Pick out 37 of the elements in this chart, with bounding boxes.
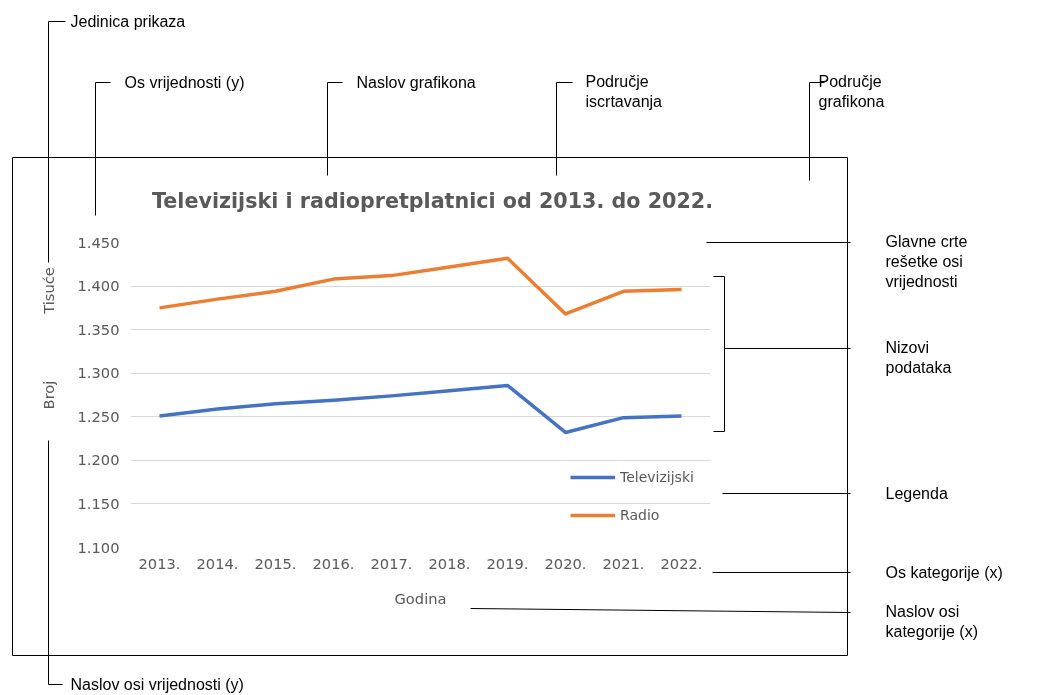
text: Naslov osi kategorije (x) (885, 602, 978, 640)
text: Naslov osi vrijednosti (y) (70, 676, 244, 693)
x-tick-label: 2016. (312, 554, 355, 572)
y-tick-label: 1.400 (77, 277, 120, 295)
text: Os kategorije (x) (885, 564, 1003, 581)
y-tick-label: 1.350 (77, 320, 120, 338)
x-tick-label: 2019. (486, 554, 529, 572)
text: Područje iscrtavanja (585, 72, 663, 110)
x-tick-label: 2018. (428, 554, 471, 572)
y-tick-label: 1.150 (77, 494, 120, 512)
chart-title: Televizijski i radiopretplatnici od 2013. do 2022. (152, 188, 713, 213)
line-series (157, 256, 684, 316)
x-tick-label: 2021. (602, 554, 645, 572)
legend-label: Televizijski (620, 469, 694, 485)
text: Tisuće (40, 267, 57, 315)
y-tick-label: 1.450 (77, 233, 120, 251)
x-tick-label: 2015. (254, 554, 297, 572)
text: Legenda (885, 485, 948, 502)
text: Područje grafikona (818, 72, 885, 110)
y-tick-label: 1.100 (77, 538, 120, 556)
text: Glavne crte rešetke osi vrijednosti (885, 232, 968, 291)
legend-label: Radio (620, 507, 660, 523)
y-axis-title: Broj (39, 380, 57, 410)
x-tick-label: 2014. (196, 554, 239, 572)
text: Os vrijednosti (y) (124, 74, 245, 91)
y-tick-label: 1.200 (77, 451, 120, 469)
text: Jedinica prikaza (70, 13, 186, 30)
text: Nizovi podataka (885, 338, 952, 376)
x-tick-label: 2017. (370, 554, 413, 572)
y-tick-label: 1.250 (77, 407, 120, 425)
x-tick-label: 2022. (660, 554, 703, 572)
x-tick-label: 2020. (544, 554, 587, 572)
text: Naslov grafikona (356, 74, 476, 91)
line-series (157, 383, 684, 435)
x-axis-title: Godina (394, 589, 447, 607)
x-tick-label: 2013. (138, 554, 181, 572)
y-tick-label: 1.300 (77, 364, 120, 382)
